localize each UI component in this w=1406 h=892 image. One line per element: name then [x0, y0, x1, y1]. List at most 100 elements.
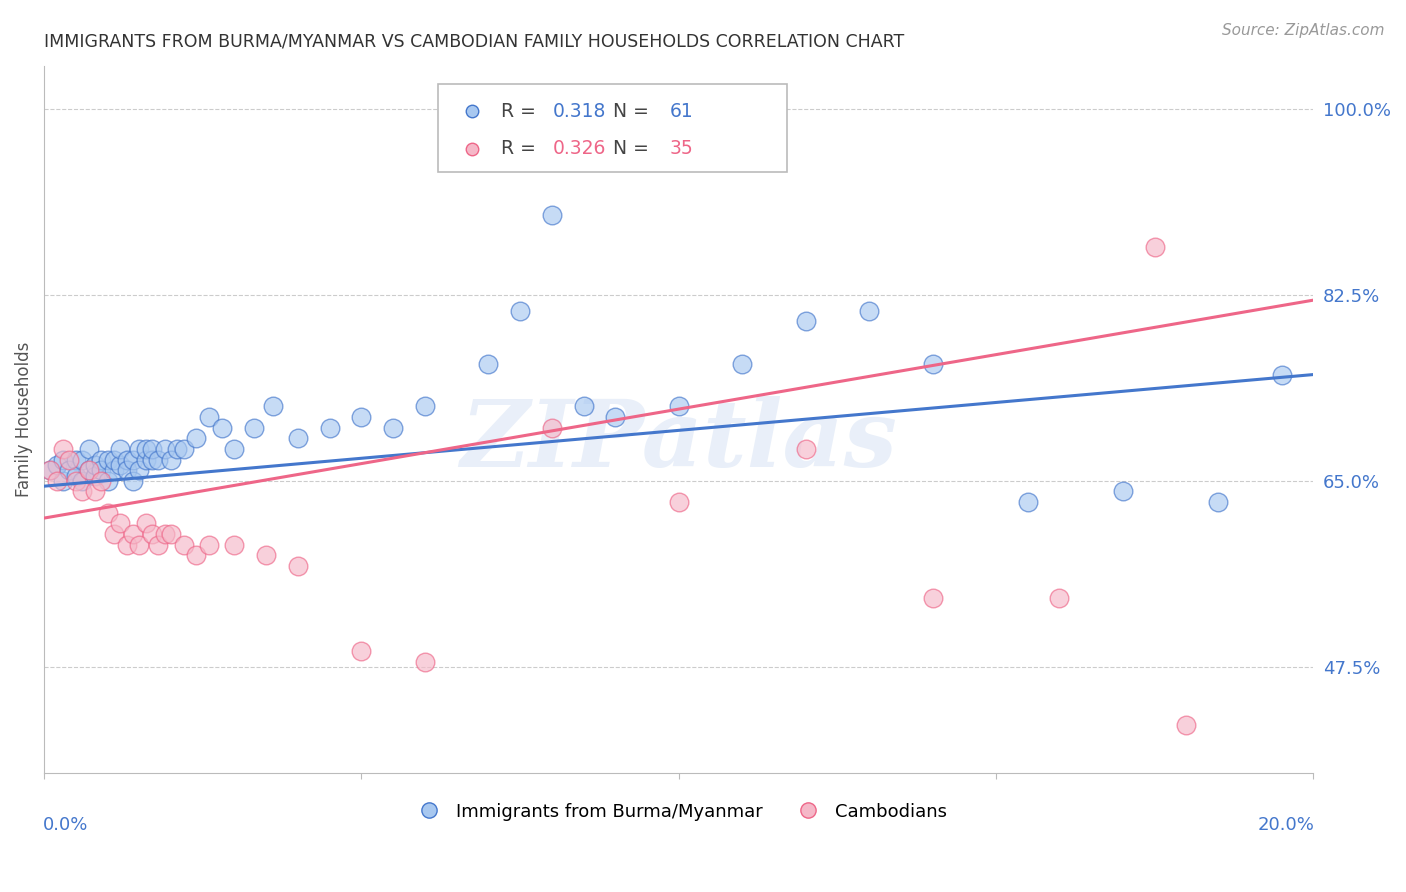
Point — [198, 538, 221, 552]
Point — [242, 420, 264, 434]
Point — [509, 303, 531, 318]
Text: 0.326: 0.326 — [553, 139, 606, 158]
Point — [122, 527, 145, 541]
Point — [52, 452, 75, 467]
Point — [122, 474, 145, 488]
Point — [605, 410, 627, 425]
Point — [318, 420, 340, 434]
Point — [52, 442, 75, 456]
Point — [65, 474, 87, 488]
Point — [211, 420, 233, 434]
Point — [166, 442, 188, 456]
Point — [540, 420, 562, 434]
Point — [110, 516, 132, 531]
Point — [110, 442, 132, 456]
Point — [350, 410, 373, 425]
Point — [160, 452, 183, 467]
Point — [70, 474, 93, 488]
Point — [921, 591, 943, 605]
Point — [39, 463, 62, 477]
Point — [141, 527, 163, 541]
Point — [350, 644, 373, 658]
Point — [122, 452, 145, 467]
Point — [794, 314, 817, 328]
Point — [141, 442, 163, 456]
Text: 20.0%: 20.0% — [1258, 815, 1315, 834]
Point — [382, 420, 405, 434]
Point — [58, 463, 80, 477]
Point — [103, 452, 125, 467]
Point — [90, 463, 112, 477]
Text: N =: N = — [602, 102, 655, 121]
Point — [77, 463, 100, 477]
Point — [668, 495, 690, 509]
Point — [58, 452, 80, 467]
Text: Source: ZipAtlas.com: Source: ZipAtlas.com — [1222, 23, 1385, 38]
Point — [794, 442, 817, 456]
Point — [224, 442, 246, 456]
FancyBboxPatch shape — [437, 84, 786, 172]
Point — [540, 208, 562, 222]
Text: 61: 61 — [669, 102, 693, 121]
Point — [148, 538, 170, 552]
Text: 0.0%: 0.0% — [42, 815, 89, 834]
Point — [153, 527, 176, 541]
Point — [83, 468, 105, 483]
Point — [103, 527, 125, 541]
Point — [128, 463, 150, 477]
Point — [115, 463, 138, 477]
Point — [110, 458, 132, 472]
Point — [45, 474, 67, 488]
Text: R =: R = — [501, 102, 541, 121]
Point — [52, 474, 75, 488]
Point — [186, 431, 208, 445]
Point — [135, 452, 157, 467]
Point — [45, 458, 67, 472]
Point — [186, 549, 208, 563]
Point — [160, 527, 183, 541]
Point — [115, 452, 138, 467]
Y-axis label: Family Households: Family Households — [15, 342, 32, 498]
Point — [83, 458, 105, 472]
Point — [287, 431, 309, 445]
Point — [97, 506, 120, 520]
Point — [65, 468, 87, 483]
Point — [668, 400, 690, 414]
Point — [65, 452, 87, 467]
Point — [477, 357, 499, 371]
Point — [128, 538, 150, 552]
Point — [70, 484, 93, 499]
Point — [153, 442, 176, 456]
Point — [1206, 495, 1229, 509]
Point — [413, 400, 436, 414]
Point — [103, 463, 125, 477]
Text: R =: R = — [501, 139, 541, 158]
Point — [1049, 591, 1071, 605]
Point — [224, 538, 246, 552]
Point — [97, 452, 120, 467]
Point — [1270, 368, 1292, 382]
Text: ZIPatlas: ZIPatlas — [460, 396, 897, 486]
Point — [70, 452, 93, 467]
Point — [77, 463, 100, 477]
Point — [921, 357, 943, 371]
Point — [198, 410, 221, 425]
Point — [1175, 718, 1198, 732]
Point — [173, 442, 195, 456]
Point — [858, 303, 880, 318]
Point — [39, 463, 62, 477]
Point — [287, 558, 309, 573]
Point — [254, 549, 277, 563]
Point — [128, 442, 150, 456]
Point — [173, 538, 195, 552]
Point — [413, 655, 436, 669]
Point — [1143, 240, 1166, 254]
Point — [77, 442, 100, 456]
Text: IMMIGRANTS FROM BURMA/MYANMAR VS CAMBODIAN FAMILY HOUSEHOLDS CORRELATION CHART: IMMIGRANTS FROM BURMA/MYANMAR VS CAMBODI… — [44, 33, 904, 51]
Point — [262, 400, 284, 414]
Point — [1112, 484, 1135, 499]
Point — [97, 474, 120, 488]
Text: N =: N = — [602, 139, 655, 158]
Point — [115, 538, 138, 552]
Point — [731, 357, 754, 371]
